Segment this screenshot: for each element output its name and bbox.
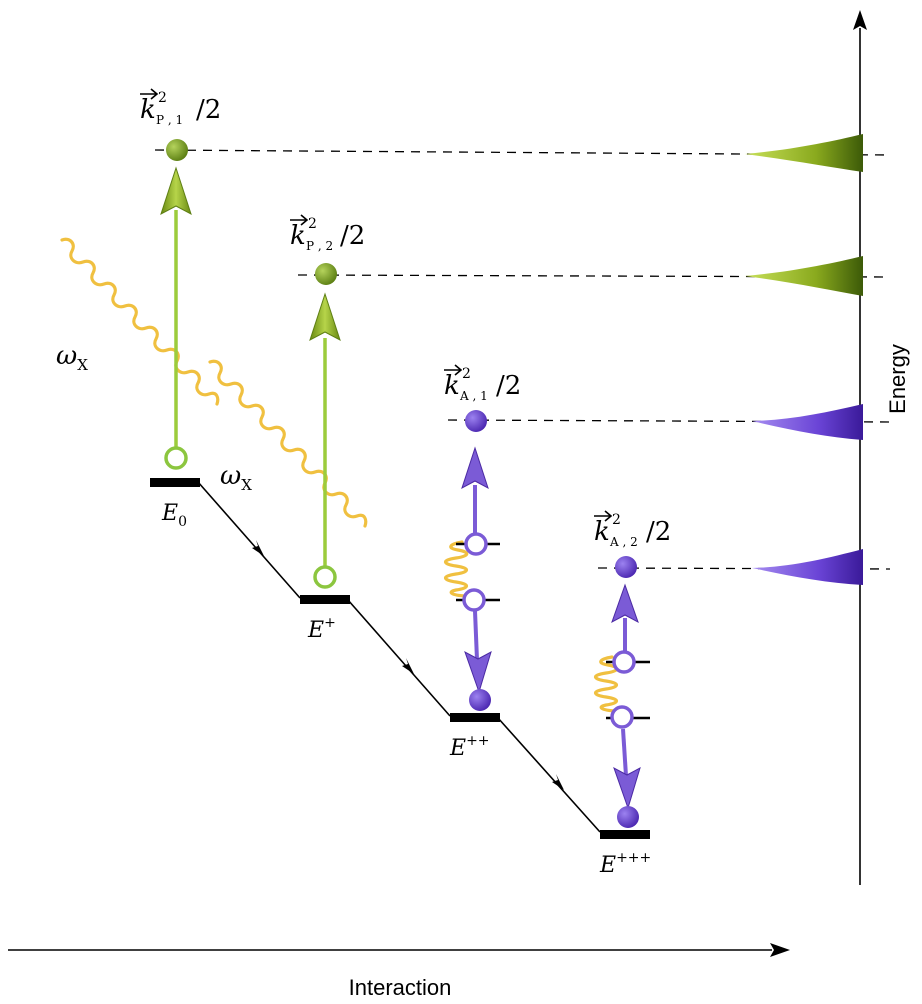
peak-photoelectron-1 [745, 134, 863, 172]
svg-text:A , 1: A , 1 [459, 389, 488, 403]
level-bar-E2 [450, 713, 500, 722]
peak-label-ka1: k 2 A , 1 /2 [444, 364, 521, 403]
svg-text:2: 2 [462, 366, 471, 382]
svg-text:k: k [140, 95, 156, 125]
peak-photoelectron-2 [745, 256, 863, 296]
photoelectron-1 [166, 139, 188, 161]
level-label-E2: E++ [449, 733, 490, 761]
photoelectron-arrow-2 [309, 263, 341, 589]
level-label-E1: E+ [307, 615, 336, 643]
auger-process-1 [456, 410, 500, 711]
photon-wave-auger-2 [593, 655, 622, 713]
level-label-E0: E0 [161, 501, 187, 530]
cascade-path [197, 481, 601, 833]
core-hole-2 [313, 565, 337, 589]
peak-label-kp2: k 2 P , 2 /2 [290, 214, 365, 253]
svg-text:/2: /2 [196, 95, 221, 125]
energy-axis-label: Energy [885, 344, 910, 414]
level-bar-E1 [300, 595, 350, 604]
photon-wave-1 [60, 237, 220, 406]
photon-wave-auger-1 [443, 540, 472, 598]
svg-text:2: 2 [158, 90, 167, 106]
svg-text:/2: /2 [496, 371, 521, 401]
peak-auger-1 [752, 404, 863, 440]
cascade-arrowheads [252, 540, 564, 790]
photoelectron-2 [315, 263, 337, 285]
spectrum-peaks [745, 134, 863, 585]
svg-text:k: k [444, 371, 460, 401]
svg-text:P , 2: P , 2 [306, 239, 333, 253]
photon-label-2: ωX [220, 461, 252, 494]
photoelectron-arrow-1 [160, 139, 192, 470]
svg-text:A , 2: A , 2 [609, 535, 638, 549]
level-bars [150, 478, 650, 839]
auger-process-2 [606, 556, 650, 828]
svg-text:k: k [594, 517, 610, 547]
svg-text:/2: /2 [646, 517, 671, 547]
svg-text:k: k [290, 221, 306, 251]
auger-electron-1 [465, 410, 487, 432]
svg-text:2: 2 [612, 512, 621, 528]
photon-label-1: ωX [56, 341, 88, 374]
peak-label-kp1: k 2 P , 1 /2 [140, 88, 221, 127]
level-label-E3: E+++ [599, 850, 651, 878]
dashed-energy-lines [154, 149, 891, 570]
auger-core-electron-1 [469, 689, 491, 711]
photon-wave-2 [208, 359, 368, 528]
photon-waves [60, 237, 622, 713]
svg-text:P , 1: P , 1 [156, 113, 183, 127]
auger-core-electron-2 [617, 806, 639, 828]
auger-electron-2 [615, 556, 637, 578]
interaction-axis [8, 943, 790, 957]
interaction-axis-label: Interaction [349, 975, 452, 1000]
core-hole-1 [164, 446, 188, 470]
svg-text:/2: /2 [340, 221, 365, 251]
svg-text:2: 2 [308, 216, 317, 232]
peak-label-ka2: k 2 A , 2 /2 [594, 510, 671, 549]
peak-auger-2 [752, 549, 863, 585]
level-bar-E3 [600, 830, 650, 839]
level-bar-E0 [150, 478, 200, 487]
